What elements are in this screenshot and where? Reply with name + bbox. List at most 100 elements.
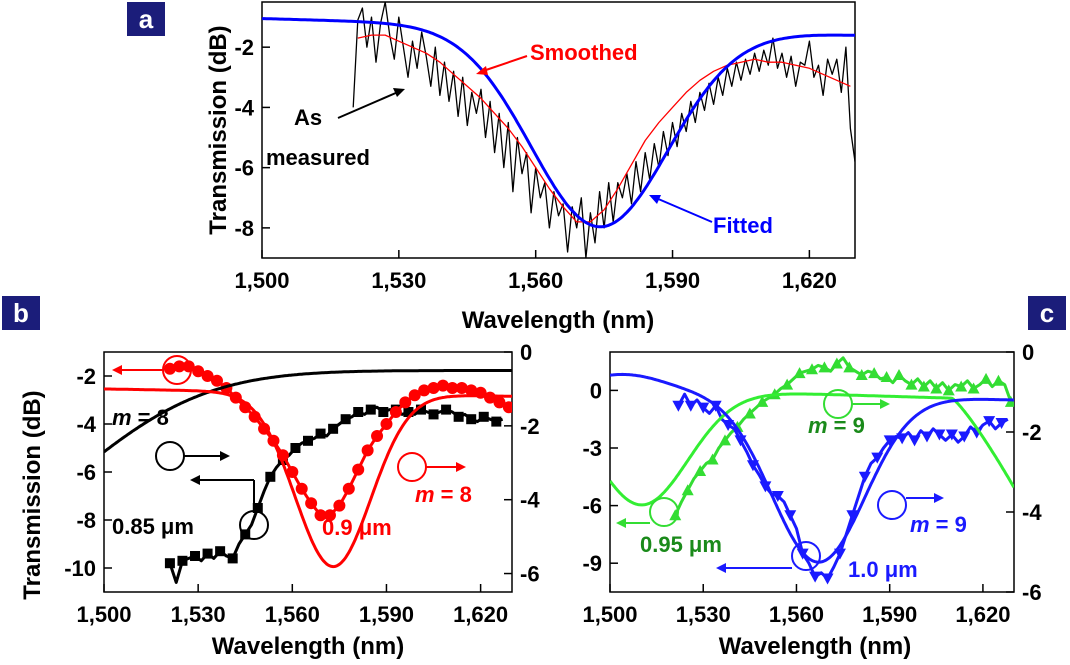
annotation-b-09: 0.9 μm [322, 515, 392, 540]
svg-text:m = 8: m = 8 [415, 482, 472, 507]
x-tick-label: 1,590 [645, 268, 700, 293]
panel-a-series [262, 2, 855, 258]
data-point [846, 510, 859, 522]
data-point [427, 382, 440, 394]
annotation-c-095: 0.95 μm [616, 497, 722, 557]
data-point [983, 416, 996, 428]
arrow-fitted [655, 197, 713, 223]
data-point [995, 418, 1008, 430]
panel-label-b-text: b [13, 298, 29, 328]
x-tick-label: 1,560 [769, 602, 824, 627]
data-point [681, 484, 694, 496]
arrow-fitted-head [649, 195, 661, 204]
panel-label-c: c [1028, 296, 1066, 330]
panel-b-y2-ticks: 0 -2 -4 -6 [504, 340, 540, 587]
panel-label-c-text: c [1040, 298, 1054, 328]
annotation-smoothed: Smoothed [530, 40, 638, 65]
data-point [893, 369, 906, 381]
width-10-label: 1.0 μm [848, 557, 918, 582]
data-point [403, 407, 414, 417]
svg-text:m = 9: m = 9 [910, 512, 967, 537]
data-point [408, 389, 421, 402]
series-line-fitted [262, 17, 855, 229]
data-point [201, 370, 214, 382]
y2-tick-label: -4 [1022, 500, 1042, 525]
data-point [718, 434, 731, 446]
data-point [669, 509, 682, 521]
data-point [265, 471, 276, 482]
annotation-c-10: 1.0 μm [716, 541, 918, 582]
data-point [933, 429, 946, 441]
data-point [353, 407, 364, 417]
arrow-smoothed [482, 55, 528, 72]
data-point [821, 573, 834, 585]
panel-a-x-label: Wavelength (nm) [462, 307, 654, 334]
panel-c-frame [609, 351, 1015, 593]
panel-label-a-text: a [139, 4, 154, 34]
data-point [493, 396, 506, 409]
panel-c-y-ticks: 0 -3 -6 -9 [582, 378, 618, 576]
y-tick-label: -2 [76, 364, 96, 389]
y-tick-label: -3 [582, 436, 602, 461]
data-point [453, 411, 464, 422]
data-point [455, 382, 468, 394]
data-point [955, 380, 968, 392]
y-tick-label: -6 [234, 156, 254, 181]
data-point [466, 414, 477, 425]
panel-b-x-label: Wavelength (nm) [212, 633, 404, 660]
x-tick-label: 1,620 [453, 602, 508, 627]
data-point [177, 555, 188, 566]
data-point [771, 491, 784, 502]
data-point [930, 382, 943, 394]
data-point [756, 395, 769, 407]
panel-b-y-ticks: -2 -4 -6 -8 -10 [64, 364, 112, 581]
data-point [945, 429, 958, 441]
data-point [202, 548, 213, 559]
y-tick-label: -10 [64, 556, 96, 581]
panel-b-x-ticks: 1,500 1,530 1,560 1,590 1,620 [76, 584, 508, 627]
data-point [793, 367, 806, 379]
series-line-m-9-blue-simulated [610, 372, 1014, 564]
series-line-smoothed [357, 34, 851, 223]
data-point [880, 370, 893, 382]
data-point [441, 404, 452, 415]
data-point [843, 361, 856, 373]
data-point [295, 482, 308, 495]
data-point [806, 363, 818, 375]
data-point [210, 374, 223, 387]
data-point [694, 465, 707, 477]
panel-c-y2-ticks: 0 -2 -4 -6 [1006, 340, 1042, 605]
data-point [163, 362, 176, 375]
width-085-label: 0.85 μm [112, 514, 194, 539]
data-point [672, 400, 685, 412]
data-point [314, 509, 327, 522]
panel-c-chart: 1,500 1,530 1,560 1,590 1,620 0 -3 -6 -9 0 -2 -4 -… [582, 340, 1042, 660]
data-point [967, 382, 980, 394]
data-point [858, 471, 871, 483]
m9-blue-m: m [910, 512, 930, 537]
series-line-m-9-green-simulated [610, 392, 1014, 507]
x-tick-label: 1,500 [76, 602, 131, 627]
y2-tick-label: -2 [520, 414, 540, 439]
width-095-label: 0.95 μm [640, 532, 722, 557]
data-point [818, 361, 831, 373]
data-point [286, 466, 299, 478]
data-point [371, 430, 384, 442]
data-point [743, 407, 756, 419]
data-point [980, 372, 993, 384]
data-point [352, 463, 365, 476]
data-point [428, 409, 439, 420]
x-tick-label: 1,530 [371, 268, 426, 293]
data-point [192, 365, 205, 378]
y-tick-label: -4 [76, 412, 96, 437]
y-tick-label: -4 [234, 95, 254, 120]
panel-c-x-ticks: 1,500 1,530 1,560 1,590 1,620 [582, 584, 1010, 627]
series-line-m-8-red-simulated [104, 387, 512, 569]
x-tick-label: 1,500 [234, 268, 289, 293]
y2-tick-label: 0 [520, 340, 532, 365]
y-tick-label: 0 [590, 378, 602, 403]
data-point [917, 380, 930, 392]
data-point [418, 384, 431, 397]
panel-label-b: b [2, 296, 40, 330]
